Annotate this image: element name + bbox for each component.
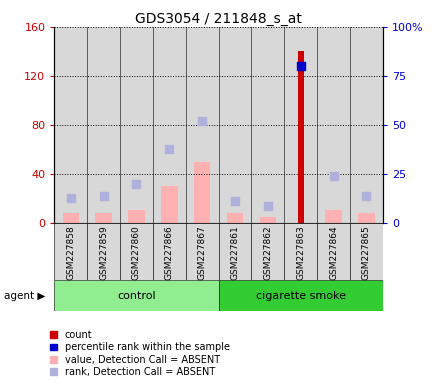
Bar [226,213,243,223]
Bar [128,210,145,223]
Bar [54,223,87,280]
Point [296,63,303,69]
Bar [316,27,349,223]
Bar [218,223,251,280]
Text: GSM227861: GSM227861 [230,226,239,280]
Point [264,202,271,209]
Bar [284,223,316,280]
Bar [357,213,374,223]
Point [198,118,205,124]
Bar [185,223,218,280]
Bar [120,223,153,280]
Bar [251,27,284,223]
Point [165,146,172,152]
Bar [194,162,210,223]
Bar [218,27,251,223]
Text: GSM227858: GSM227858 [66,226,75,280]
Point [133,180,140,187]
Bar [297,51,303,223]
Bar [87,223,120,280]
Point [362,193,369,199]
Bar [95,213,112,223]
Bar [185,27,218,223]
Bar [259,217,276,223]
Text: GSM227865: GSM227865 [361,226,370,280]
Point [67,195,74,201]
Bar [284,27,316,223]
Bar [325,210,341,223]
Text: GSM227867: GSM227867 [197,226,206,280]
Bar [349,27,382,223]
Bar [153,223,185,280]
Bar [316,223,349,280]
Text: agent ▶: agent ▶ [4,291,46,301]
Text: cigarette smoke: cigarette smoke [255,291,345,301]
Point [231,198,238,204]
Bar [153,27,185,223]
Bar [251,223,284,280]
Bar [218,280,382,311]
Bar [87,27,120,223]
Point [100,193,107,199]
Bar [161,186,177,223]
Text: GSM227859: GSM227859 [99,226,108,280]
Text: control: control [117,291,155,301]
Text: GSM227864: GSM227864 [328,226,337,280]
Bar [54,27,87,223]
Title: GDS3054 / 211848_s_at: GDS3054 / 211848_s_at [135,12,301,26]
Bar [62,213,79,223]
Text: GSM227862: GSM227862 [263,226,272,280]
Point [329,173,336,179]
Text: GSM227866: GSM227866 [164,226,174,280]
Text: GSM227863: GSM227863 [296,226,305,280]
Bar [120,27,153,223]
Bar [54,280,218,311]
Bar [349,223,382,280]
Legend: count, percentile rank within the sample, value, Detection Call = ABSENT, rank, : count, percentile rank within the sample… [48,328,231,379]
Text: GSM227860: GSM227860 [132,226,141,280]
